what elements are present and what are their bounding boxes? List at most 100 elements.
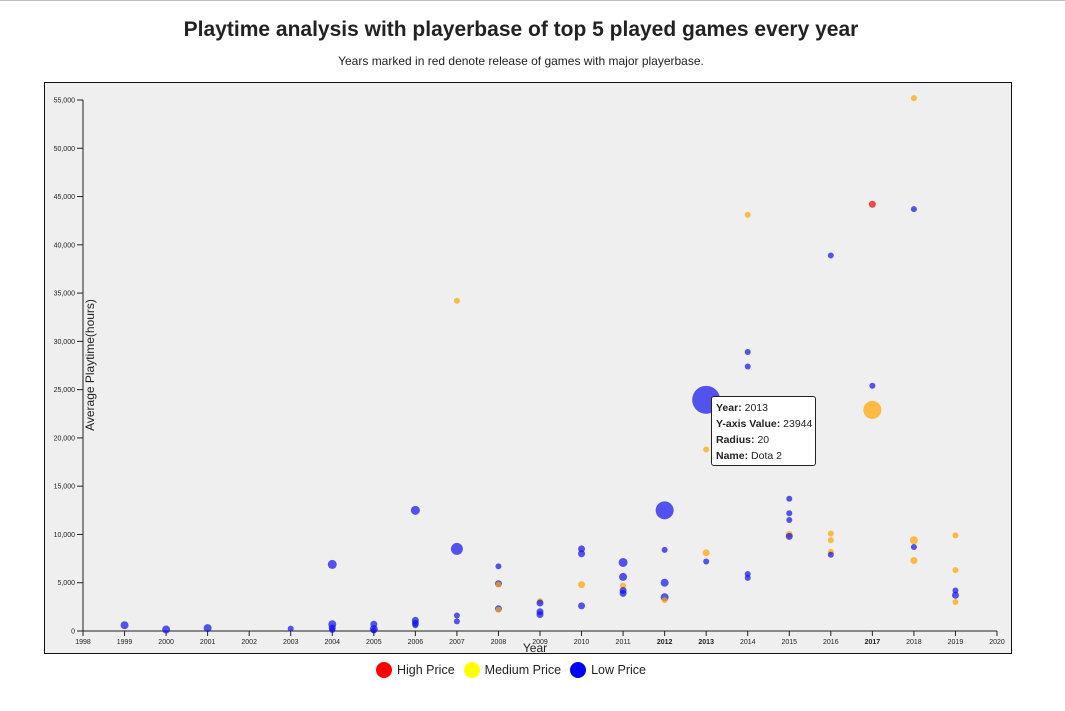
y-tick: 0 [71,629,83,636]
x-tick-label: 2015 [781,639,797,646]
data-point-low[interactable] [661,546,668,553]
data-point-low[interactable] [744,348,751,355]
data-point-medium[interactable] [952,567,959,574]
data-point-medium[interactable] [453,297,460,304]
x-tick-label: 2001 [200,639,216,646]
data-point-low[interactable] [619,572,628,581]
data-point-low[interactable] [827,252,834,259]
x-tick-label: 1998 [75,639,91,646]
tooltip-year-value: 2013 [744,402,768,414]
data-point-low[interactable] [578,545,586,553]
tooltip-y-row: Y-axis Value: 23944 [716,416,815,432]
x-tick: 2008 [491,631,506,646]
data-point-low[interactable] [120,621,129,630]
data-point-low[interactable] [655,501,674,520]
data-point-low[interactable] [910,544,917,551]
data-point-medium[interactable] [909,536,918,545]
tooltip-y-value: 23944 [783,418,813,430]
data-point-low[interactable] [412,622,419,629]
data-point-low[interactable] [869,382,876,389]
x-tick-label: 2017 [865,639,881,646]
x-tick: 2018 [906,631,922,646]
y-tick-label: 15,000 [54,484,76,491]
data-point-low[interactable] [162,625,171,634]
x-tick-label: 2013 [698,639,714,646]
data-point-medium[interactable] [495,581,502,588]
data-point-medium[interactable] [952,599,959,606]
data-point-low[interactable] [287,625,294,632]
data-point-low[interactable] [703,558,710,565]
x-tick: 2019 [948,631,963,646]
x-tick: 2017 [865,631,881,646]
data-point-medium[interactable] [702,549,710,557]
x-tick: 2011 [616,631,631,646]
y-tick-label: 50,000 [54,146,76,153]
data-point-low[interactable] [536,611,544,619]
data-point-medium[interactable] [863,400,882,419]
data-point-low[interactable] [578,550,586,558]
data-point-low[interactable] [786,495,793,502]
data-point-medium[interactable] [661,597,668,604]
x-tick-label: 2018 [906,639,922,646]
x-tick: 2002 [241,631,257,646]
data-point-low[interactable] [660,578,669,587]
data-point-low[interactable] [453,618,460,625]
data-point-medium[interactable] [744,211,751,218]
x-tick-label: 2004 [324,639,340,646]
legend-item-high-price[interactable]: High Price [376,662,455,678]
legend-item-medium-price[interactable]: Medium Price [463,662,562,678]
tooltip-year-row: Year: 2013 [716,400,815,416]
data-point-medium[interactable] [703,446,710,453]
data-point-low[interactable] [203,624,212,633]
data-point-low[interactable] [327,559,337,569]
tooltip-name-label: Name: [716,450,749,462]
data-point-low[interactable] [910,206,917,213]
data-point-low[interactable] [370,627,377,634]
data-point-medium[interactable] [578,581,586,589]
data-point-medium[interactable] [827,537,834,544]
data-point-low[interactable] [785,532,793,540]
data-point-low[interactable] [952,587,959,594]
data-point-low[interactable] [744,574,751,581]
data-point-low[interactable] [786,516,793,523]
data-point-low[interactable] [578,602,586,610]
y-tick-label: 20,000 [54,435,76,442]
y-axis-label: Average Playtime(hours) [83,299,97,431]
x-tick: 2006 [408,631,423,646]
data-point-medium[interactable] [910,95,917,102]
y-tick-label: 25,000 [54,387,76,394]
data-point-medium[interactable] [952,532,959,539]
data-point-high[interactable] [868,200,876,208]
legend-label-medium: Medium Price [484,663,562,677]
x-tick-label: 2012 [657,639,673,646]
legend-item-low-price[interactable]: Low Price [570,662,646,678]
tooltip-radius-label: Radius: [716,434,755,446]
data-point-low[interactable] [410,505,420,515]
data-point-low[interactable] [329,627,336,634]
data-point-medium[interactable] [495,606,502,613]
data-point-low[interactable] [495,563,502,570]
data-point-low[interactable] [450,542,463,555]
data-point-low[interactable] [619,589,627,597]
x-tick-label: 2009 [532,639,548,646]
legend-label-low: Low Price [591,663,646,677]
y-tick: 45,000 [54,194,83,201]
data-point-low[interactable] [536,599,544,607]
x-tick-label: 2014 [740,639,756,646]
data-point-medium[interactable] [827,530,834,537]
y-tick: 20,000 [54,435,83,442]
data-point-low[interactable] [744,363,751,370]
data-point-low[interactable] [618,557,628,567]
data-point-low[interactable] [786,510,793,517]
y-tick: 55,000 [54,98,83,105]
data-point-medium[interactable] [620,582,627,589]
top-divider [0,0,1065,1]
legend-swatch-medium [463,662,480,678]
data-point-low[interactable] [453,612,460,619]
data-point-low[interactable] [827,551,834,558]
data-point-low[interactable] [951,591,959,599]
x-tick: 2010 [574,631,589,646]
x-tick: 2016 [823,631,839,646]
data-point-medium[interactable] [910,557,918,565]
x-tick-label: 2020 [989,639,1005,646]
